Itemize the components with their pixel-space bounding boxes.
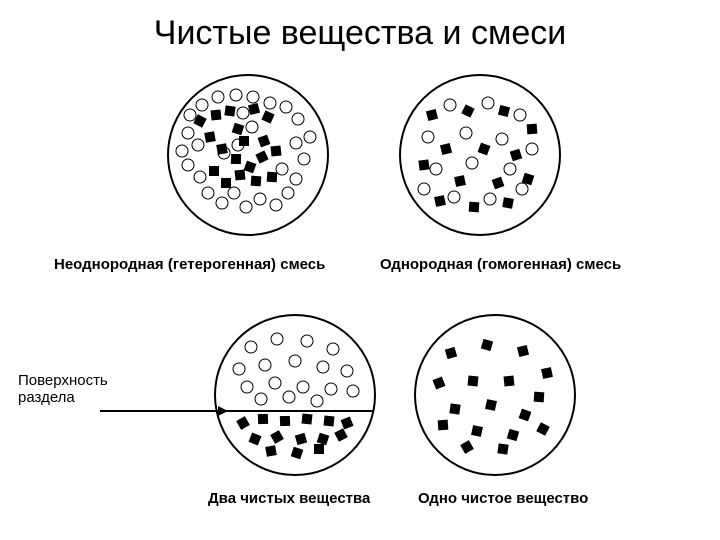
diagram-two-pure [211, 311, 379, 479]
diagram-heterogeneous [164, 71, 332, 239]
label-homogeneous: Однородная (гомогенная) смесь [380, 256, 621, 273]
label-heterogeneous: Неоднородная (гетерогенная) смесь [54, 256, 325, 273]
label-two-pure: Два чистых вещества [208, 490, 370, 507]
interface-arrow [96, 403, 240, 423]
page-title: Чистые вещества и смеси [0, 14, 720, 53]
diagram-homogeneous [396, 71, 564, 239]
label-interface: Поверхность раздела [18, 372, 108, 406]
diagram-one-pure [411, 311, 579, 479]
label-one-pure: Одно чистое вещество [418, 490, 588, 507]
